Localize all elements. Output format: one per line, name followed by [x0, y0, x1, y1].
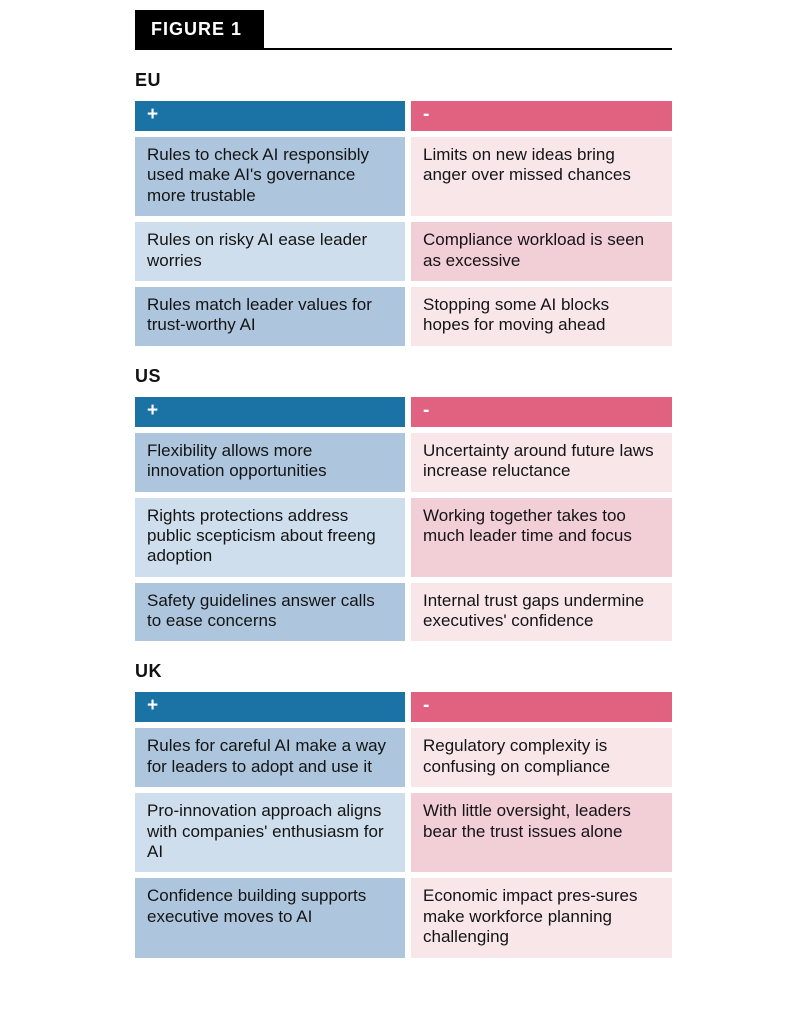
column-headers: + - [135, 396, 672, 427]
figure-header: FIGURE 1 [135, 10, 672, 50]
negative-cell: Uncertainty around future laws increase … [411, 432, 672, 492]
table-row: Flexibility allows more innovation oppor… [135, 432, 672, 492]
section-title: EU [135, 70, 162, 90]
table-row: Confidence building supports executive m… [135, 878, 672, 958]
positive-column-header: + [135, 692, 405, 723]
table-row: Pro-innovation approach aligns with comp… [135, 793, 672, 873]
table-row: Rules for careful AI make a way for lead… [135, 728, 672, 788]
pros-cons-table: + - Rules for careful AI make a way for … [135, 692, 672, 958]
table-row: Rules on risky AI ease leader worries Co… [135, 222, 672, 281]
pros-cons-table: + - Rules to check AI responsibly used m… [135, 101, 672, 346]
positive-cell: Rights protections address public scepti… [135, 497, 405, 577]
positive-cell: Confidence building supports executive m… [135, 878, 405, 958]
positive-cell: Safety guidelines answer calls to ease c… [135, 582, 405, 642]
positive-cell: Rules match leader values for trust-wort… [135, 286, 405, 346]
positive-cell: Pro-innovation approach aligns with comp… [135, 793, 405, 873]
positive-cell: Rules for careful AI make a way for lead… [135, 728, 405, 788]
negative-cell: Economic impact pres-sures make workforc… [411, 878, 672, 958]
negative-cell: Limits on new ideas bring anger over mis… [411, 137, 672, 217]
table-rows: Flexibility allows more innovation oppor… [135, 432, 672, 642]
table-row: Rules to check AI responsibly used make … [135, 137, 672, 217]
positive-column-header: + [135, 101, 405, 131]
negative-cell: Stopping some AI blocks hopes for moving… [411, 286, 672, 346]
negative-cell: Working together takes too much leader t… [411, 497, 672, 577]
figure-content: FIGURE 1 EU + - Rules to check AI respon… [135, 10, 672, 958]
section-uk: UK + - Rules for careful AI make a way f… [135, 661, 672, 958]
negative-cell: With little oversight, leaders bear the … [411, 793, 672, 873]
negative-column-header: - [411, 396, 672, 427]
positive-cell: Rules on risky AI ease leader worries [135, 222, 405, 281]
positive-cell: Flexibility allows more innovation oppor… [135, 432, 405, 492]
negative-column-header: - [411, 101, 672, 131]
pros-cons-table: + - Flexibility allows more innovation o… [135, 396, 672, 642]
negative-cell: Compliance workload is seen as excessive [411, 222, 672, 281]
table-rows: Rules for careful AI make a way for lead… [135, 728, 672, 958]
positive-column-header: + [135, 396, 405, 427]
column-headers: + - [135, 692, 672, 723]
figure-label: FIGURE 1 [135, 10, 265, 50]
table-rows: Rules to check AI responsibly used make … [135, 137, 672, 346]
section-title: UK [135, 661, 162, 682]
positive-cell: Rules to check AI responsibly used make … [135, 137, 405, 217]
negative-column-header: - [411, 692, 672, 723]
section-us: US + - Flexibility allows more innovatio… [135, 366, 672, 642]
table-row: Rights protections address public scepti… [135, 497, 672, 577]
section-eu: EU + - Rules to check AI responsibly use… [135, 70, 672, 346]
negative-cell: Regulatory complexity is confusing on co… [411, 728, 672, 788]
column-headers: + - [135, 101, 672, 131]
table-row: Safety guidelines answer calls to ease c… [135, 582, 672, 642]
section-title: US [135, 365, 162, 386]
negative-cell: Internal trust gaps undermine executives… [411, 582, 672, 642]
table-row: Rules match leader values for trust-wort… [135, 286, 672, 346]
